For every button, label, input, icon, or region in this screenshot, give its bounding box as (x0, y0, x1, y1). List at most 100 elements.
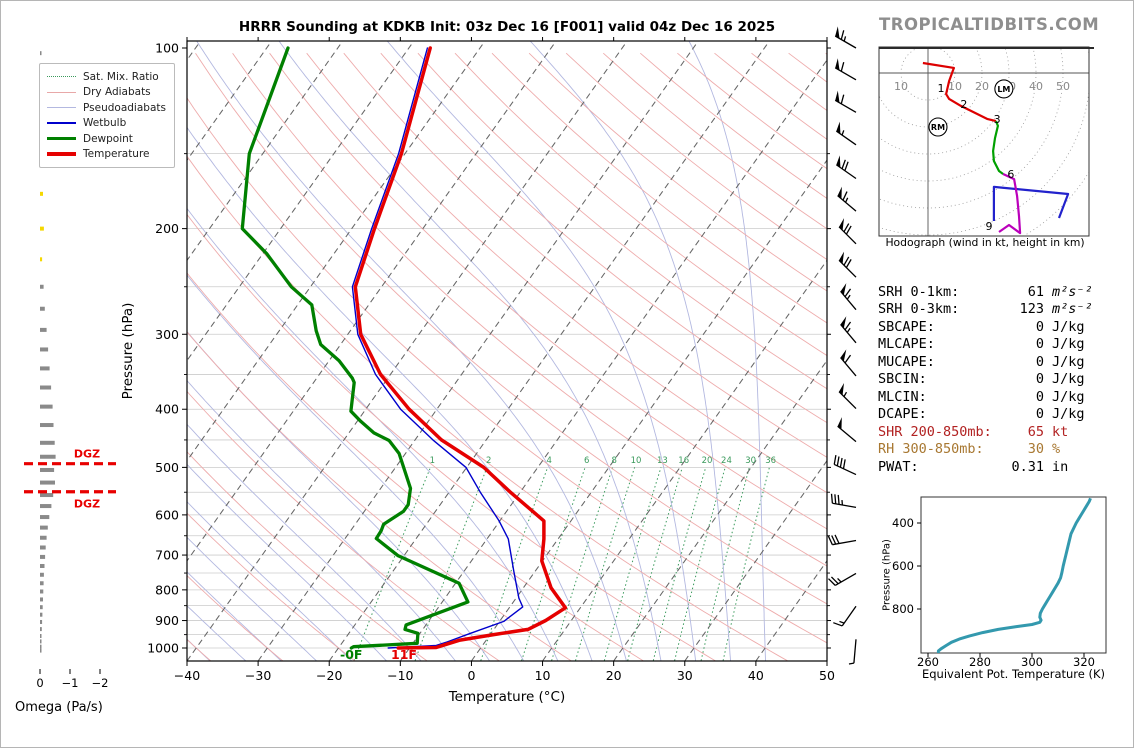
wind-barb (837, 417, 857, 443)
wind-barb (834, 26, 857, 49)
stat-value: 0 (1035, 406, 1044, 423)
wind-barb (837, 186, 857, 212)
wind-barb (834, 90, 857, 113)
wind-barb (848, 639, 857, 665)
hodograph-ring-label: 20 (975, 80, 989, 93)
omega-bar (40, 493, 54, 498)
stat-unit: J/kg (1052, 336, 1085, 353)
dry-adiabat-line (417, 52, 827, 390)
mixing-ratio-label: 30 (745, 456, 756, 466)
stat-unit: m²s⁻² (1052, 284, 1093, 300)
legend-item-label: Dewpoint (83, 132, 133, 145)
mixing-ratio-line (652, 467, 707, 661)
legend-item-label: Dry Adiabats (83, 86, 151, 99)
omega-bar (40, 639, 42, 644)
wind-barb (838, 251, 857, 278)
tropicaltidbits-logo: TROPICALTIDBITS.COM (879, 15, 1100, 34)
storm-motion-marker (928, 117, 948, 137)
mixing-ratio-label: 8 (611, 456, 616, 466)
mixing-ratio-label: 2 (486, 456, 491, 466)
omega-bar (40, 454, 56, 459)
stat-value: 61 (1027, 284, 1044, 300)
hodograph-trace (992, 185, 1070, 221)
legend-line-sample (47, 122, 76, 125)
omega-bar (40, 581, 44, 586)
pressure-tick-label: 900 (155, 613, 179, 628)
omega-bar (40, 347, 49, 352)
temp-tick-label: 30 (677, 668, 693, 683)
hodograph-ring-label: 40 (1029, 80, 1043, 93)
mixing-ratio-label: 6 (584, 456, 589, 466)
omega-bar (40, 627, 42, 632)
dry-adiabat-line (343, 52, 827, 458)
pressure-tick-label: 700 (155, 548, 179, 563)
stat-value: 0 (1035, 336, 1044, 353)
omega-bar (40, 385, 52, 390)
hodograph-height-label: 2 (960, 98, 967, 111)
stat-value: 0.31 (1011, 458, 1044, 475)
stat-label: SHR 200-850mb: (878, 423, 992, 440)
omega-panel: 0 −1 −2 (36, 51, 108, 690)
stat-unit: J/kg (1052, 353, 1085, 370)
pressure-tick-label: 600 (155, 507, 179, 522)
dry-adiabat-line (187, 97, 827, 644)
pseudoadiabat-line (187, 207, 559, 661)
theta-e-panel: 260 280 300 320 400 600 800 (892, 496, 1107, 669)
temperature-curve (353, 46, 568, 650)
page-title: HRRR Sounding at KDKB Init: 03z Dec 16 [… (238, 19, 776, 35)
hodograph-ring-label: 10 (894, 80, 908, 93)
wind-barb (830, 493, 857, 509)
legend-item-label: Pseudoadiabats (83, 101, 166, 114)
legend-item-label: Wetbulb (83, 117, 127, 130)
omega-bar (40, 480, 55, 485)
pseudoadiabat-line (529, 41, 731, 661)
stat-unit: J/kg (1052, 388, 1085, 405)
omega-bar (40, 648, 42, 653)
hodograph: 10102030405012369RMLM (878, 46, 1094, 237)
legend-item-label: Temperature (83, 148, 150, 161)
stat-label: PWAT: (878, 458, 919, 475)
dry-adiabat-line (187, 213, 716, 661)
dgz-label: DGZ (74, 498, 100, 511)
mixing-ratio-label: 24 (721, 456, 732, 466)
stat-label: SRH 0-3km: (878, 301, 960, 318)
temp-tick-label: 40 (748, 668, 764, 683)
temp-tick-label: 10 (535, 668, 551, 683)
temp-tick-label: 20 (606, 668, 622, 683)
legend-line-sample (47, 152, 76, 157)
wind-barb (838, 218, 857, 245)
omega-bar (40, 597, 43, 602)
temperature-axis-label: Temperature (°C) (448, 689, 566, 705)
stat-unit: kt (1052, 423, 1069, 440)
hodograph-inner: 10102030405012369RMLM (879, 47, 1089, 236)
omega-axis-label: Omega (Pa/s) (15, 700, 103, 715)
dry-adiabat-line (187, 575, 283, 661)
isotherm-line (399, 59, 827, 661)
omega-bar (40, 191, 43, 196)
wind-barb (827, 534, 857, 546)
theta-e-x-tick: 280 (969, 655, 991, 669)
wind-barb (835, 121, 857, 146)
dgz-label: DGZ (74, 448, 100, 461)
legend-line-sample (47, 91, 76, 93)
pressure-tick-label: 100 (155, 41, 179, 56)
pressure-tick-label: 300 (155, 327, 179, 342)
dewpoint-curve (240, 46, 470, 650)
pressure-tick-label: 800 (155, 582, 179, 597)
legend: Sat. Mix. Ratio Dry Adiabats Pseudoadiabat… (39, 63, 175, 168)
legend-item: Sat. Mix. Ratio (47, 69, 166, 85)
stat-value: 65 (1027, 423, 1044, 440)
omega-bar (40, 404, 53, 409)
theta-e-inner (936, 497, 1092, 653)
omega-bar (40, 440, 55, 445)
storm-motion-label: RM (931, 123, 945, 132)
wind-barb (840, 283, 857, 311)
hodograph-height-label: 9 (986, 220, 993, 233)
surface-dewpoint-label: -0F (340, 647, 363, 662)
pressure-tick-label: 200 (155, 221, 179, 236)
stat-label: MUCAPE: (878, 353, 935, 370)
stat-unit: J/kg (1052, 406, 1085, 423)
wind-barb (835, 155, 857, 180)
pseudoadiabat-line (386, 41, 697, 661)
